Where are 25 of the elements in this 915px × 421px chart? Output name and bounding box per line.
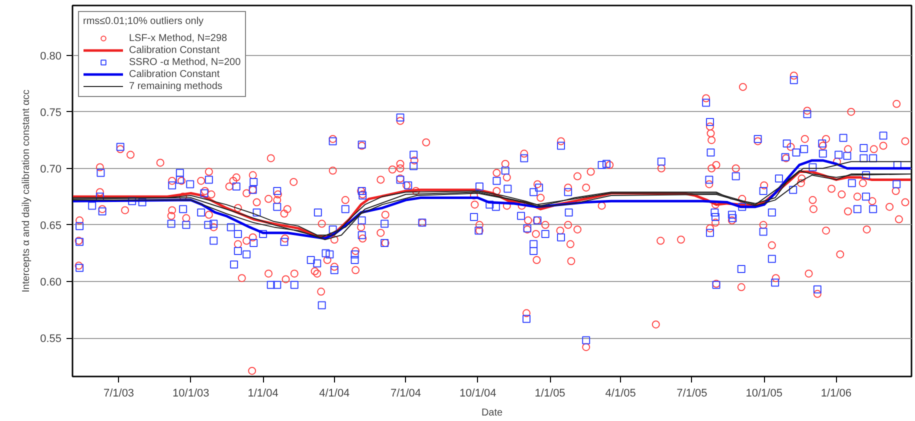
y-tick-label: 0.65: [40, 220, 62, 232]
legend-title: rms≤0.01;10% outliers only: [83, 16, 205, 27]
x-tick-label: 10/1/04: [460, 388, 496, 400]
x-tick-label: 10/1/05: [746, 388, 782, 400]
legend-label: SSRO -α Method, N=200: [129, 56, 241, 68]
x-tick-label: 1/1/06: [820, 388, 852, 400]
legend-label: Calibration Constant: [129, 44, 220, 56]
legend-label: 7 remaining methods: [129, 80, 222, 92]
x-tick-label: 10/1/03: [172, 388, 210, 400]
legend-label: Calibration Constant: [129, 68, 220, 80]
x-tick-label: 4/1/05: [605, 388, 636, 400]
y-tick-label: 0.80: [40, 50, 62, 62]
x-tick-label: 7/1/03: [103, 388, 134, 400]
x-tick-label: 1/1/04: [248, 388, 278, 400]
x-axis-title: Date: [481, 408, 503, 418]
y-tick-label: 0.70: [40, 163, 62, 176]
x-tick-label: 7/1/04: [390, 388, 422, 400]
x-tick-label: 1/1/05: [534, 388, 566, 400]
y-tick-label: 0.60: [40, 276, 62, 288]
legend-label: LSF-x Method, N=298: [129, 32, 228, 44]
x-tick-label: 4/1/04: [319, 388, 350, 400]
x-tick-label: 7/1/05: [676, 388, 708, 400]
y-axis-title: Intercepts α and daily calibration constant αcc: [21, 90, 32, 292]
y-tick-label: 0.75: [40, 106, 62, 119]
y-tick-label: 0.55: [40, 333, 62, 346]
